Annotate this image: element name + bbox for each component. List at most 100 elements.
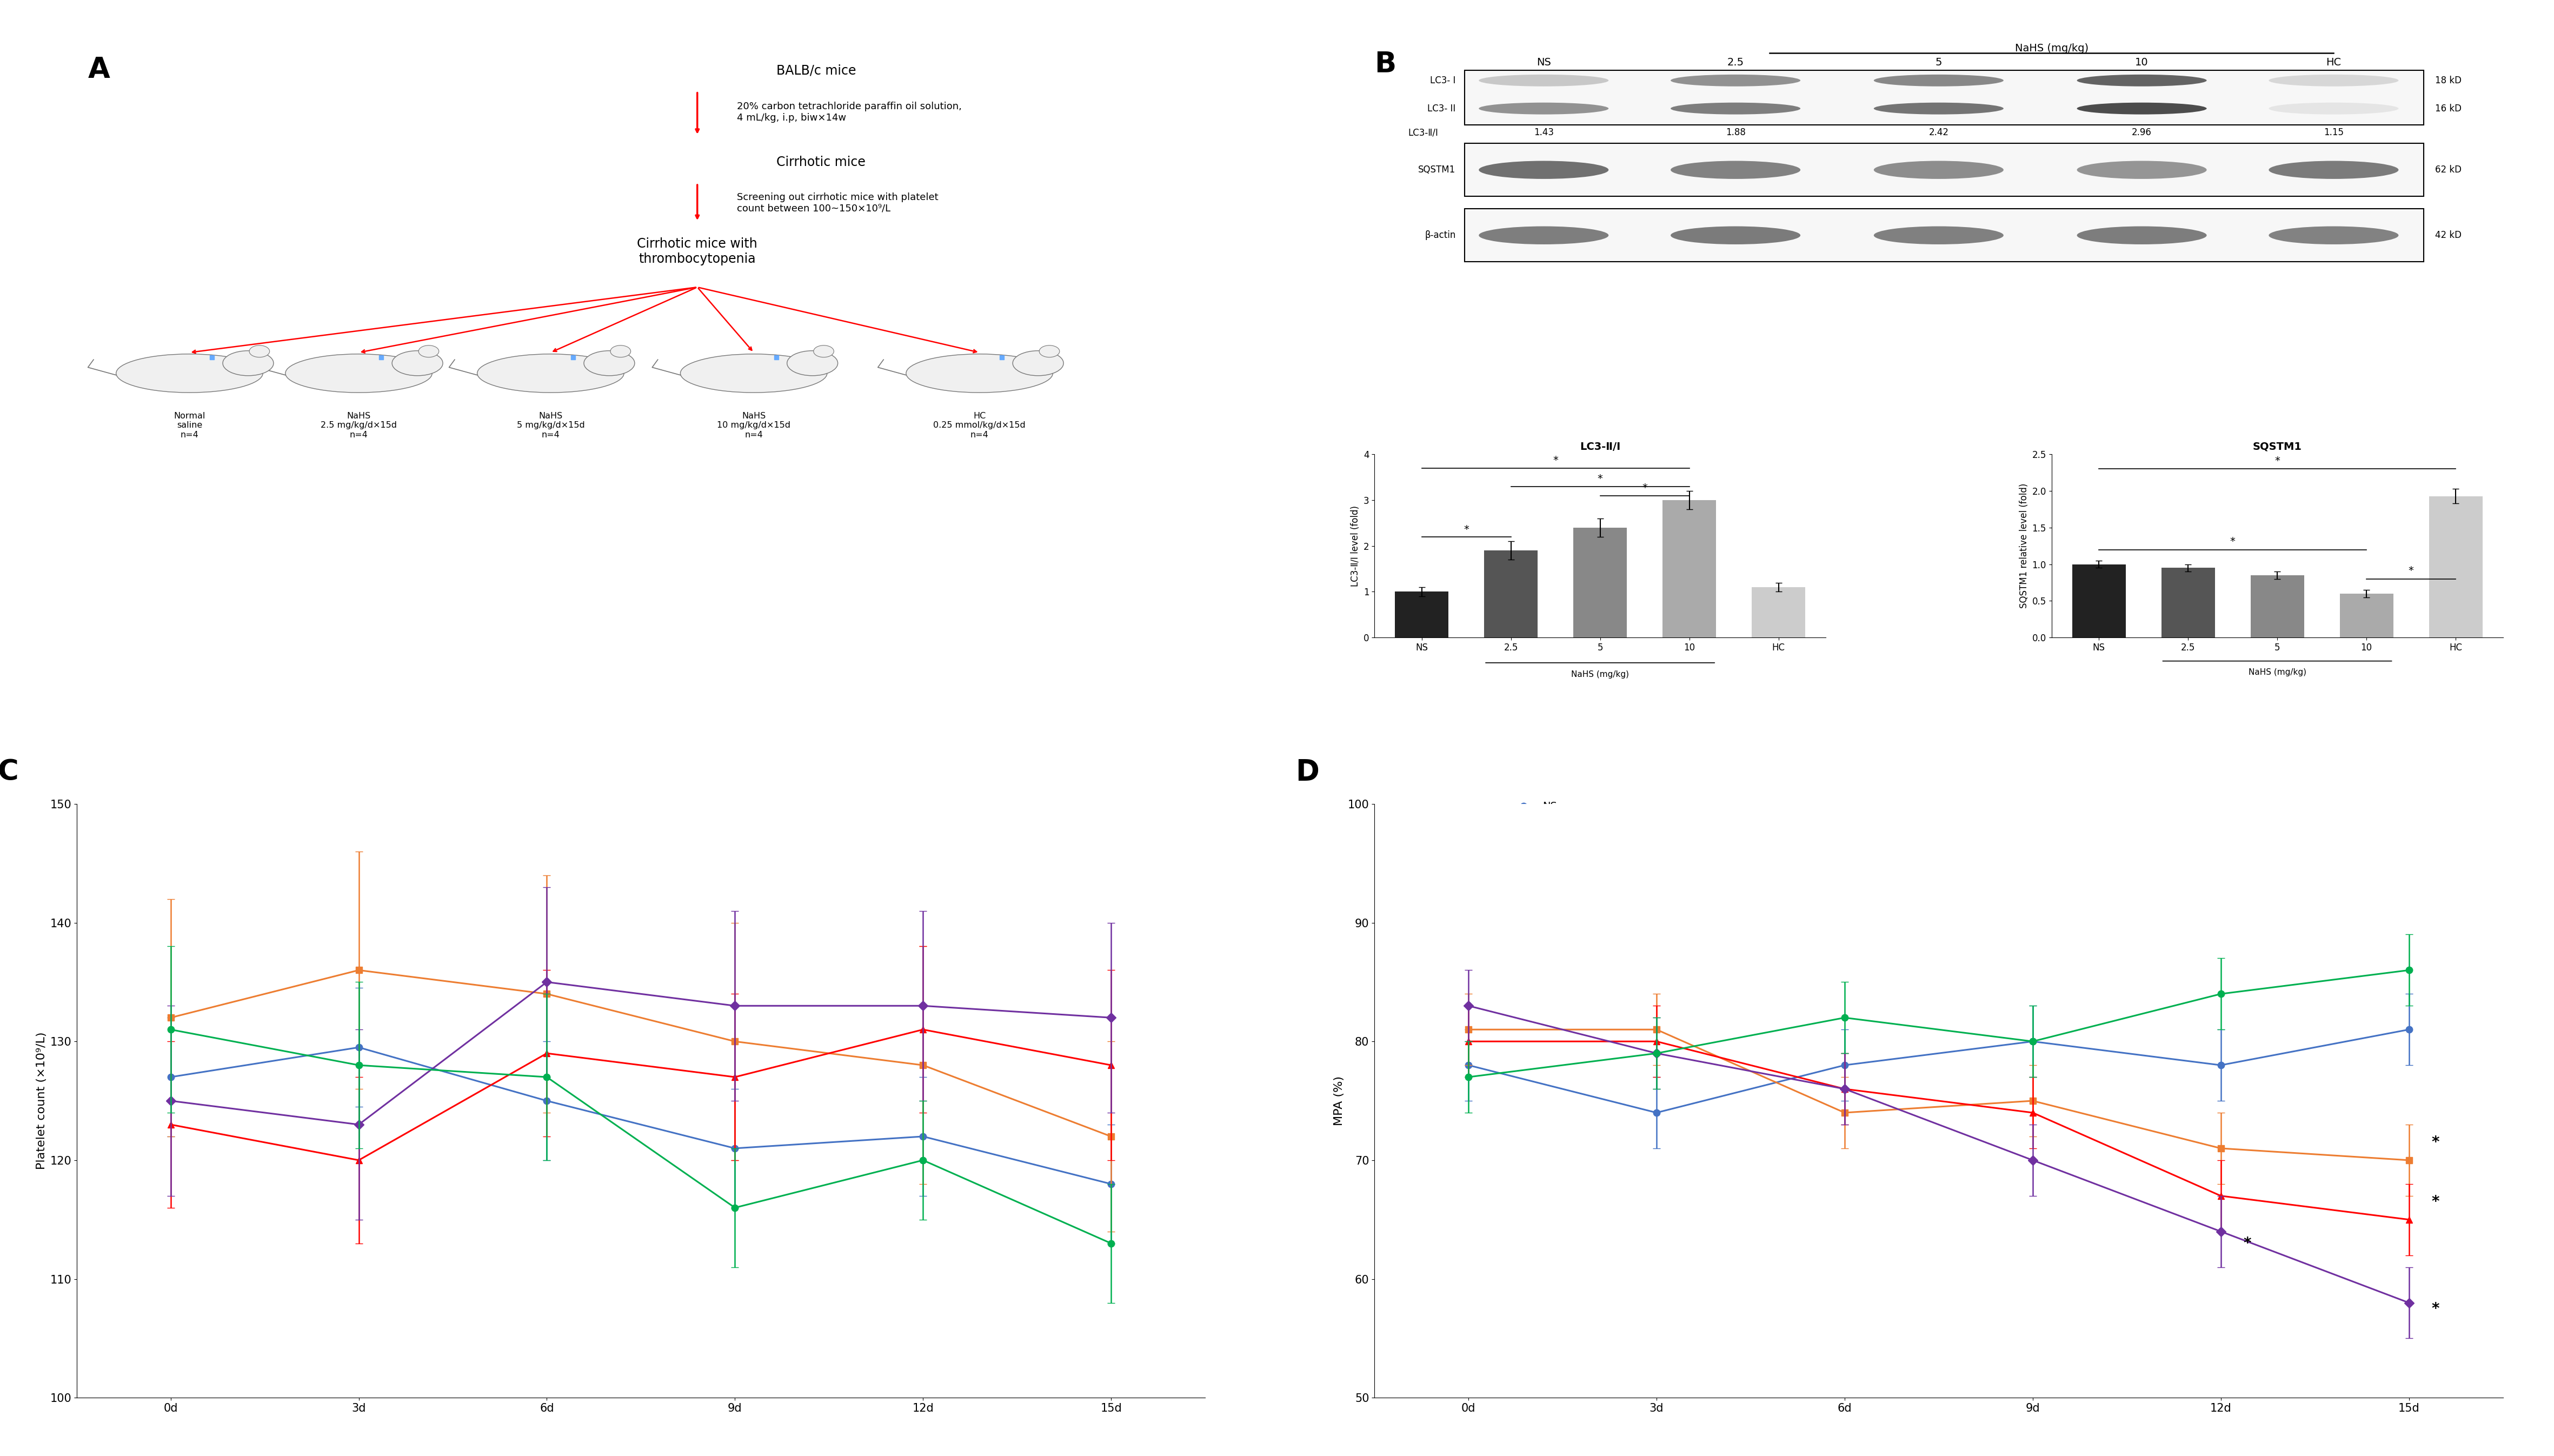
5mg/kg NaHS [1453, 1032, 1484, 1050]
10mg/kg NaHS [2018, 1152, 2048, 1169]
Ellipse shape [2076, 74, 2207, 86]
2.5mg/kg NaHS [2207, 1140, 2237, 1158]
HC [1096, 1235, 1126, 1252]
Ellipse shape [2268, 160, 2398, 179]
Ellipse shape [787, 351, 838, 376]
Text: 16 kD: 16 kD [2434, 103, 2462, 114]
10mg/kg NaHS [531, 973, 562, 990]
HC [2207, 986, 2237, 1003]
Text: 2.5: 2.5 [1727, 57, 1744, 67]
Bar [2429, 496, 2482, 638]
2.5mg/kg NaHS [342, 961, 373, 978]
NS [531, 1092, 562, 1109]
Ellipse shape [1875, 74, 2002, 86]
Text: *: * [2408, 566, 2414, 577]
Text: NaHS
2.5 mg/kg/d×15d
n=4: NaHS 2.5 mg/kg/d×15d n=4 [322, 412, 396, 438]
Text: 1.43: 1.43 [1535, 128, 1553, 137]
Bar [1463, 208, 2424, 262]
Text: LC3-Ⅱ/Ⅰ: LC3-Ⅱ/Ⅰ [1407, 128, 1438, 137]
NS [2393, 1021, 2424, 1038]
HC [1642, 1044, 1673, 1061]
10mg/kg NaHS [720, 997, 751, 1015]
Line: 2.5mg/kg NaHS: 2.5mg/kg NaHS [166, 967, 1114, 1140]
Bar [2339, 594, 2393, 638]
Text: 5: 5 [1936, 57, 1941, 67]
Ellipse shape [1479, 160, 1609, 179]
Line: 5mg/kg NaHS: 5mg/kg NaHS [166, 1026, 1114, 1163]
NS [720, 1140, 751, 1158]
Ellipse shape [2268, 74, 2398, 86]
Line: 10mg/kg NaHS: 10mg/kg NaHS [166, 978, 1114, 1128]
Text: *: * [2276, 456, 2281, 466]
10mg/kg NaHS [1829, 1080, 1859, 1098]
NS [342, 1038, 373, 1056]
HC [907, 1152, 937, 1169]
Ellipse shape [222, 351, 273, 376]
Text: *: * [2431, 1134, 2439, 1150]
Text: 2.96: 2.96 [2133, 128, 2153, 137]
NS [907, 1128, 937, 1146]
Ellipse shape [679, 354, 827, 393]
Text: Cirrhotic mice with
thrombocytopenia: Cirrhotic mice with thrombocytopenia [636, 237, 759, 265]
10mg/kg NaHS [156, 1092, 186, 1109]
Bar [1484, 550, 1538, 638]
Text: 62 kD: 62 kD [2434, 165, 2462, 175]
10mg/kg NaHS [2393, 1294, 2424, 1312]
Bar [2161, 568, 2214, 638]
10mg/kg NaHS [907, 997, 937, 1015]
5mg/kg NaHS [2018, 1104, 2048, 1121]
Text: BALB/c mice: BALB/c mice [776, 64, 856, 77]
Ellipse shape [1479, 74, 1609, 86]
Title: LC3-Ⅱ/I: LC3-Ⅱ/I [1581, 441, 1619, 451]
Bar [2071, 565, 2125, 638]
Ellipse shape [478, 354, 623, 393]
Text: 42 kD: 42 kD [2434, 230, 2462, 240]
Text: Normal
saline
n=4: Normal saline n=4 [174, 412, 204, 438]
5mg/kg NaHS [2393, 1211, 2424, 1229]
Ellipse shape [1670, 226, 1801, 245]
HC [2018, 1032, 2048, 1050]
Title: SQSTM1: SQSTM1 [2253, 441, 2301, 451]
Text: 10: 10 [2135, 57, 2148, 67]
Bar [2250, 575, 2304, 638]
NS [2018, 1032, 2048, 1050]
Text: 18 kD: 18 kD [2434, 76, 2462, 86]
Text: *: * [1642, 483, 1647, 494]
Text: *: * [2230, 536, 2235, 546]
10mg/kg NaHS [1453, 997, 1484, 1015]
Text: *: * [2431, 1302, 2439, 1316]
Line: NS: NS [1466, 1026, 2414, 1117]
Text: NS: NS [1538, 57, 1550, 67]
NS [1642, 1104, 1673, 1121]
Bar [1463, 143, 2424, 197]
Line: 5mg/kg NaHS: 5mg/kg NaHS [1466, 1038, 2414, 1223]
5mg/kg NaHS [720, 1069, 751, 1086]
HC [531, 1069, 562, 1086]
5mg/kg NaHS [907, 1021, 937, 1038]
Ellipse shape [610, 345, 631, 357]
Ellipse shape [2268, 226, 2398, 245]
Text: LC3- I: LC3- I [1430, 76, 1456, 86]
Y-axis label: Platelet count (×10⁹/L): Platelet count (×10⁹/L) [36, 1032, 46, 1169]
NS [1829, 1057, 1859, 1075]
10mg/kg NaHS [2207, 1223, 2237, 1241]
Text: NaHS (mg/kg): NaHS (mg/kg) [2015, 44, 2089, 54]
Text: A: A [87, 55, 110, 83]
2.5mg/kg NaHS [531, 986, 562, 1003]
Line: HC: HC [166, 1026, 1114, 1246]
5mg/kg NaHS [342, 1152, 373, 1169]
Text: Cirrhotic mice: Cirrhotic mice [776, 156, 866, 169]
Text: LC3- II: LC3- II [1428, 103, 1456, 114]
Text: NaHS (mg/kg): NaHS (mg/kg) [2248, 668, 2306, 677]
Text: B: B [1374, 50, 1397, 79]
Ellipse shape [1479, 102, 1609, 115]
Ellipse shape [1479, 226, 1609, 245]
HC [156, 1021, 186, 1038]
2.5mg/kg NaHS [1829, 1104, 1859, 1121]
HC [342, 1057, 373, 1075]
Text: HC
0.25 mmol/kg/d×15d
n=4: HC 0.25 mmol/kg/d×15d n=4 [932, 412, 1027, 438]
Text: Screening out cirrhotic mice with platelet
count between 100~150×10⁹/L: Screening out cirrhotic mice with platel… [736, 192, 937, 214]
Ellipse shape [815, 345, 833, 357]
Ellipse shape [2268, 102, 2398, 115]
HC [1453, 1069, 1484, 1086]
